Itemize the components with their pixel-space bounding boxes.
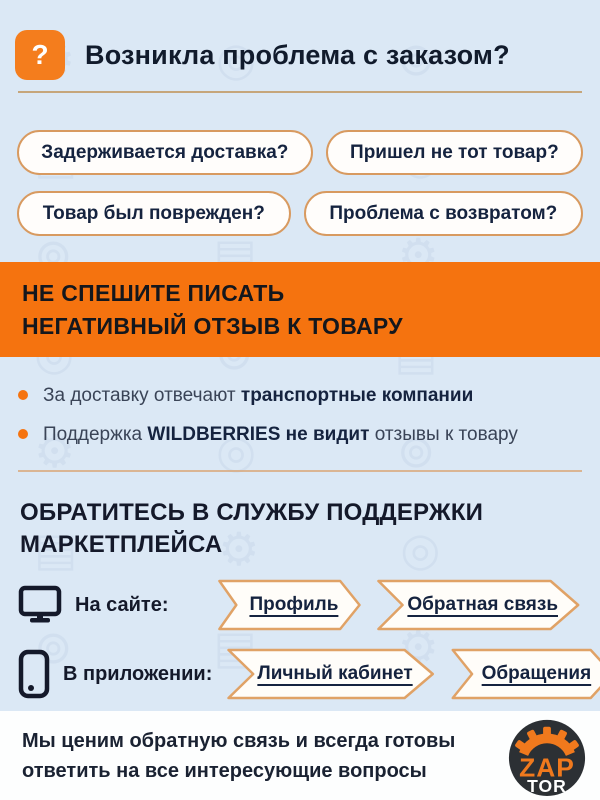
footer: Мы ценим обратную связь и всегда готовы … <box>0 711 600 800</box>
site-channel-label: На сайте: <box>75 593 169 616</box>
footer-text-line1: Мы ценим обратную связь и всегда готовы <box>22 729 456 752</box>
site-channel-buttons: Профиль Обратная связь <box>217 579 582 631</box>
support-heading-line1: ОБРАТИТЕСЬ В СЛУЖБУ ПОДДЕРЖКИ <box>20 498 484 526</box>
footer-text-line2: ответить на все интересующие вопросы <box>22 759 427 782</box>
header: ? Возникла проблема с заказом? <box>0 0 600 80</box>
logo-text-tor: TOR <box>527 776 567 796</box>
support-heading: ОБРАТИТЕСЬ В СЛУЖБУ ПОДДЕРЖКИ МАРКЕТПЛЕЙ… <box>20 497 582 561</box>
footer-text: Мы ценим обратную связь и всегда готовы … <box>22 726 455 786</box>
appeals-button-label: Обращения <box>481 663 592 685</box>
smartphone-icon <box>18 650 50 699</box>
problem-button-return-issue[interactable]: Проблема с возвратом? <box>303 191 583 236</box>
app-channel-row: В приложении: Личный кабинет Обращения <box>0 646 600 702</box>
support-heading-line2: МАРКЕТПЛЕЙСА <box>20 530 223 558</box>
logo-text-zap: ZAP <box>519 752 575 782</box>
warning-banner-line1: НЕ СПЕШИТЕ ПИСАТЬ <box>22 280 285 306</box>
feedback-button[interactable]: Обратная связь <box>375 579 582 631</box>
profile-button-label: Профиль <box>249 594 339 616</box>
monitor-icon <box>18 586 62 623</box>
appeals-button[interactable]: Обращения <box>450 648 600 700</box>
page-title: Возникла проблема с заказом? <box>85 39 510 70</box>
bullet-dot-icon <box>18 390 28 401</box>
reasons-list: За доставку отвечают транспортные компан… <box>0 383 600 447</box>
zaptor-logo: ZAP TOR <box>508 719 586 796</box>
arrow-banner-shape <box>450 648 600 700</box>
problem-buttons-group: Задерживается доставка? Пришел не тот то… <box>0 93 600 236</box>
warning-banner-line2: НЕГАТИВНЫЙ ОТЗЫВ К ТОВАРУ <box>22 312 403 339</box>
wildberries-brand-text: WILDBERRIES <box>147 423 281 445</box>
profile-button[interactable]: Профиль <box>217 579 362 631</box>
list-item: Поддержка WILDBERRIES не видит отзывы к … <box>18 422 582 448</box>
problem-button-delayed-delivery[interactable]: Задерживается доставка? <box>17 130 313 175</box>
site-channel-row: На сайте: Профиль Обратная связь <box>0 577 600 633</box>
feedback-button-label: Обратная связь <box>407 594 558 616</box>
list-item: За доставку отвечают транспортные компан… <box>18 383 582 409</box>
problem-button-damaged-item[interactable]: Товар был поврежден? <box>17 191 291 236</box>
app-channel-label: В приложении: <box>63 662 213 685</box>
reason-text: За доставку отвечают транспортные компан… <box>43 385 474 407</box>
arrow-banner-shape <box>217 579 362 631</box>
header-divider <box>18 91 582 93</box>
question-mark-icon: ? <box>15 30 65 80</box>
arrow-banner-shape <box>225 648 436 700</box>
app-channel-buttons: Личный кабинет Обращения <box>225 648 600 700</box>
gear-icon <box>515 726 579 756</box>
section-divider <box>18 469 582 472</box>
question-mark-glyph: ? <box>31 39 49 70</box>
problem-button-wrong-item[interactable]: Пришел не тот товар? <box>325 130 584 175</box>
personal-account-button-label: Личный кабинет <box>257 663 413 685</box>
warning-banner: НЕ СПЕШИТЕ ПИСАТЬ НЕГАТИВНЫЙ ОТЗЫВ К ТОВ… <box>0 262 600 358</box>
reason-text: Поддержка WILDBERRIES не видит отзывы к … <box>43 423 518 445</box>
personal-account-button[interactable]: Личный кабинет <box>225 648 436 700</box>
arrow-banner-shape <box>375 579 582 631</box>
bullet-dot-icon <box>18 428 28 439</box>
